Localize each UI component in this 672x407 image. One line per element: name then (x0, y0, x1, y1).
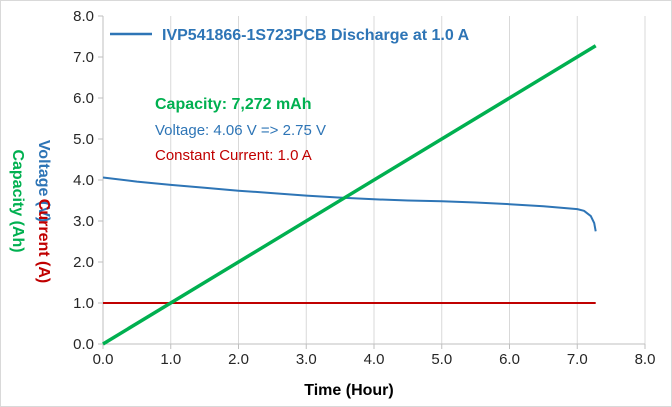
annotation-capacity: Capacity: 7,272 mAh (155, 96, 312, 113)
x-tick-label: 7.0 (567, 351, 588, 368)
x-tick-label: 2.0 (228, 351, 249, 368)
x-tick-label: 6.0 (499, 351, 520, 368)
tick-layer: 0.0 1.0 2.0 3.0 4.0 5.0 6.0 7.0 8.0 0.0 1.0 2.0 3.0 4… (73, 8, 655, 368)
y-tick-label: 4.0 (73, 172, 94, 189)
x-tick-label: 8.0 (635, 351, 656, 368)
legend: IVP541866-1S723PCB Discharge at 1.0 A (110, 27, 470, 44)
capacity-line (102, 44, 597, 346)
axes-layer (98, 15, 646, 349)
x-axis-title: Time (Hour) (304, 382, 393, 399)
y-tick-label: 7.0 (73, 49, 94, 66)
y-axis-title-voltage: Voltage (V) (35, 140, 52, 222)
annotation-current: Constant Current: 1.0 A (155, 147, 312, 164)
annotations: Capacity: 7,272 mAh Voltage: 4.06 V => 2… (155, 96, 326, 164)
legend-label: IVP541866-1S723PCB Discharge at 1.0 A (162, 27, 470, 44)
y-tick-label: 0.0 (73, 336, 94, 353)
y-tick-label: 2.0 (73, 254, 94, 271)
y-axis-title-capacity: Capacity (Ah) (9, 149, 26, 252)
series-layer (102, 44, 597, 346)
x-tick-label: 0.0 (93, 351, 114, 368)
y-tick-label: 1.0 (73, 295, 94, 312)
x-tick-label: 3.0 (296, 351, 317, 368)
x-tick-label: 5.0 (431, 351, 452, 368)
y-tick-label: 5.0 (73, 131, 94, 148)
y-axis-title-current: Current (A) (35, 199, 52, 283)
x-tick-label: 1.0 (160, 351, 181, 368)
y-tick-label: 8.0 (73, 8, 94, 25)
y-tick-label: 6.0 (73, 90, 94, 107)
y-tick-label: 3.0 (73, 213, 94, 230)
x-tick-label: 4.0 (364, 351, 385, 368)
voltage-line (102, 176, 597, 232)
annotation-voltage: Voltage: 4.06 V => 2.75 V (155, 122, 326, 139)
